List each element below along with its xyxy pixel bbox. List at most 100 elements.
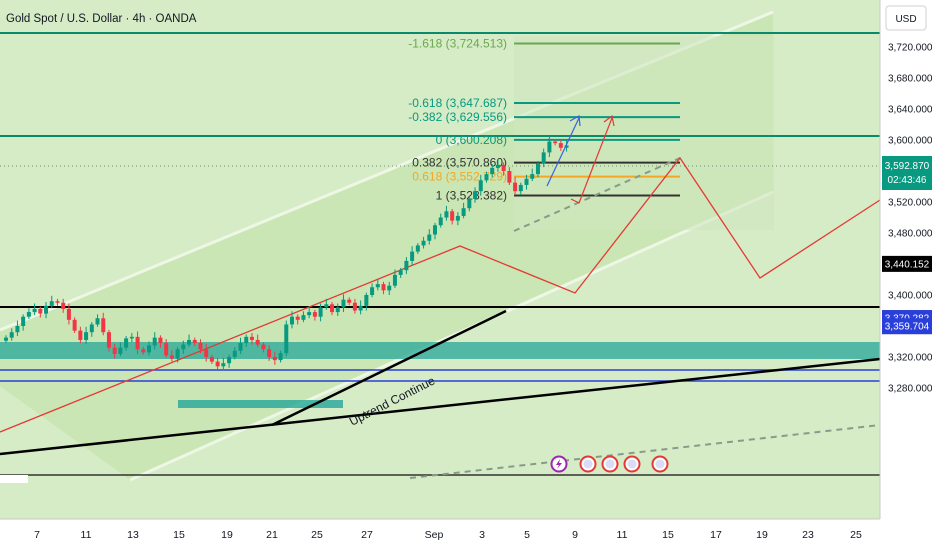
candle-body [421, 240, 426, 246]
candle-body [49, 301, 54, 306]
us-flag-icon [583, 459, 593, 469]
candle-body [438, 217, 443, 226]
candle-body [352, 302, 357, 311]
time-tick-label: 9 [572, 529, 578, 541]
candle-body [89, 324, 94, 333]
candle-body [370, 287, 375, 295]
candle-body [238, 343, 243, 351]
candle-body [61, 302, 66, 309]
candle-body [564, 145, 569, 148]
candle-body [124, 338, 129, 348]
candle-body [187, 339, 192, 345]
currency-label: USD [895, 14, 916, 25]
dashed-lower-trendline [409, 424, 881, 479]
time-tick-label: 17 [710, 529, 722, 541]
dashed-upper-trendline [513, 157, 681, 232]
candle-body [290, 316, 294, 325]
time-ticks: 7 11 13 15 19 21 25 27 Sep 3 5 9 11 15 17 19 23 25 [34, 529, 862, 541]
candle-body [547, 141, 552, 153]
blue-projection-arrow [546, 117, 580, 187]
candle-body [32, 308, 37, 313]
candle-body [341, 299, 346, 308]
candle-body [444, 211, 449, 218]
fib-levels: -1.618 (3,724.513) -0.618 (3,647.687)-0.3… [408, 37, 680, 203]
time-tick-label: 15 [662, 529, 674, 541]
candle-body [244, 336, 249, 344]
time-tick-label: 23 [802, 529, 814, 541]
candle-body [558, 143, 563, 148]
candle-body [507, 171, 512, 183]
event-icons [550, 455, 669, 473]
candle-body [404, 260, 409, 271]
candle-body [541, 152, 546, 164]
fib-label: -1.618 (3,724.513) [408, 37, 507, 51]
candle-body [307, 312, 312, 316]
time-tick-label: 25 [311, 529, 323, 541]
red-pullback-arrow [570, 198, 580, 204]
candle-body [524, 178, 529, 185]
price-axis[interactable] [880, 0, 932, 550]
candle-body [66, 308, 71, 320]
candle-body [181, 344, 186, 350]
candle-body [347, 299, 352, 303]
candle-body [501, 164, 506, 171]
fib-label: 0.382 (3,570.860) [412, 156, 507, 170]
candle-body [358, 305, 363, 311]
candle-body [375, 284, 380, 288]
chart-title: Gold Spot / U.S. Dollar · 4h · OANDA [6, 13, 197, 25]
candle-body [364, 295, 369, 306]
candle-body [495, 164, 500, 168]
candle-body [467, 198, 472, 209]
candle-body [215, 361, 220, 367]
lightning-icon [556, 459, 562, 469]
candle-body [553, 141, 558, 144]
candle-body [169, 355, 174, 359]
time-tick-label: Sep [425, 529, 444, 541]
candle-body [461, 208, 466, 216]
candle-body [44, 305, 49, 314]
candle-body [175, 349, 180, 359]
us-flag-icon [605, 459, 615, 469]
candle-body [95, 318, 100, 325]
candle-body [318, 307, 323, 317]
candle-body [101, 318, 106, 333]
candle-body [221, 363, 226, 367]
currency-button[interactable] [885, 5, 927, 31]
long-trendline [0, 357, 881, 456]
red-projection-arrow [578, 117, 613, 204]
candle-body [484, 174, 489, 181]
candle-body [433, 225, 437, 235]
time-tick-label: 11 [81, 529, 92, 541]
candle-body [26, 312, 31, 317]
price-tick-label: 3,280.000 [888, 384, 932, 395]
candle-body [249, 336, 254, 340]
level-tag [882, 255, 932, 272]
candle-body [410, 251, 415, 261]
candle-body [106, 332, 111, 348]
candle-body [129, 336, 134, 339]
price-tick-label: 3,320.000 [888, 353, 932, 364]
candle-body [490, 167, 495, 175]
candle-body [112, 347, 117, 354]
price-tick-label: 3,400.000 [888, 291, 932, 302]
candlesticks [4, 136, 569, 371]
support-zone [0, 342, 880, 359]
candle-body [398, 270, 403, 275]
red-arrow-head [603, 114, 615, 127]
price-tick-label: 3,520.000 [888, 198, 932, 209]
us-flag-icon [627, 459, 637, 469]
level-tag-label: 3,440.152 [885, 259, 930, 270]
time-axis[interactable] [0, 519, 880, 550]
candle-body [330, 304, 335, 313]
candle-body [478, 180, 483, 192]
time-tick-label: 27 [361, 529, 373, 541]
candle-body [232, 350, 237, 357]
candle-body [415, 245, 420, 252]
channel-lower-line [129, 190, 774, 482]
time-tick-label: 25 [850, 529, 862, 541]
time-tick-label: 15 [173, 529, 185, 541]
time-tick-label: 21 [266, 529, 278, 541]
demand-zone-small [178, 400, 343, 408]
